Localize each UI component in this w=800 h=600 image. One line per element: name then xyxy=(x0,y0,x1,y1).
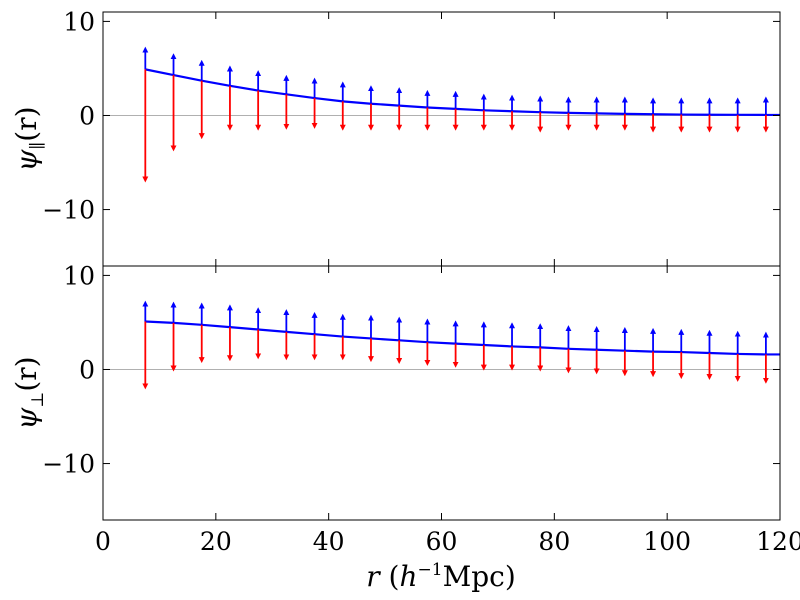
xtick-label: 120 xyxy=(756,527,800,556)
bottom-panel-ylabel: ψ⊥(r) xyxy=(10,356,48,429)
bottom-panel-frame xyxy=(102,265,781,521)
top-panel-ytick-label: 0 xyxy=(79,101,95,130)
xtick-label: 40 xyxy=(313,527,345,556)
bottom-panel-model-line xyxy=(145,320,780,356)
x-axis-label: r (h−1Mpc) xyxy=(366,560,516,593)
top-panel-ylabel: ψ∥(r) xyxy=(10,106,48,171)
xtick-label: 100 xyxy=(643,527,691,556)
bottom-panel-ytick-label: 10 xyxy=(63,261,95,290)
xtick-label: 0 xyxy=(95,527,111,556)
top-panel-model-line xyxy=(145,68,780,117)
top-panel-ytick-label: 10 xyxy=(63,7,95,36)
xtick-label: 20 xyxy=(200,527,232,556)
x-axis: 0 20 40 60 80 100 120 r (h−1Mpc) xyxy=(95,527,800,593)
panel-top: 10 0 −10 ψ∥(r) xyxy=(10,7,781,267)
top-panel-frame xyxy=(102,11,781,267)
top-panel-ytick-label: −10 xyxy=(42,196,95,225)
panel-bottom: 10 0 −10 ψ⊥(r) xyxy=(10,261,781,521)
xtick-label: 80 xyxy=(538,527,570,556)
bottom-panel-ytick-label: 0 xyxy=(79,355,95,384)
xtick-label: 60 xyxy=(426,527,458,556)
bottom-panel-ytick-label: −10 xyxy=(42,450,95,479)
